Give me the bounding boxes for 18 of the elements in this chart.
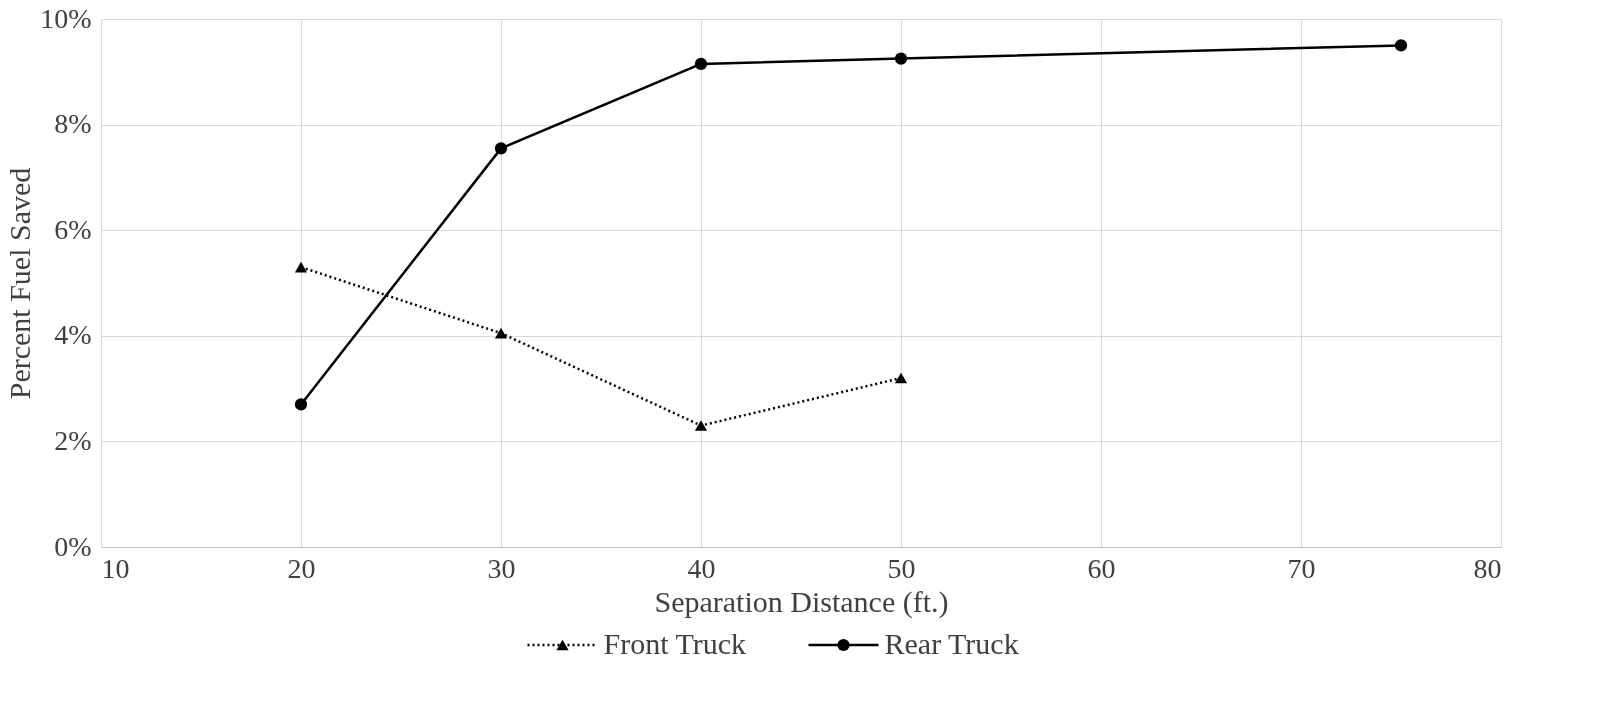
y-axis-title: Percent Fuel Saved [3, 167, 37, 400]
x-tick-label: 20 [287, 552, 316, 584]
x-tick-label: 30 [487, 552, 516, 584]
y-tick-label: 0% [54, 530, 92, 562]
x-tick-label: 60 [1087, 552, 1116, 584]
y-tick-label: 10% [40, 2, 92, 34]
x-tick-label: 40 [687, 552, 716, 584]
x-tick-label: 10 [101, 552, 130, 584]
legend-label: Rear Truck [884, 627, 1019, 660]
y-tick-label: 6% [54, 213, 92, 245]
x-tick-label: 80 [1473, 552, 1502, 584]
y-tick-label: 8% [54, 108, 92, 140]
x-axis-title: Separation Distance (ft.) [654, 584, 949, 619]
y-tick-label: 4% [54, 319, 92, 351]
x-tick-label: 70 [1287, 552, 1316, 584]
y-tick-label: 2% [54, 424, 92, 456]
x-tick-label: 50 [887, 552, 916, 584]
legend-label: Front Truck [603, 627, 747, 660]
